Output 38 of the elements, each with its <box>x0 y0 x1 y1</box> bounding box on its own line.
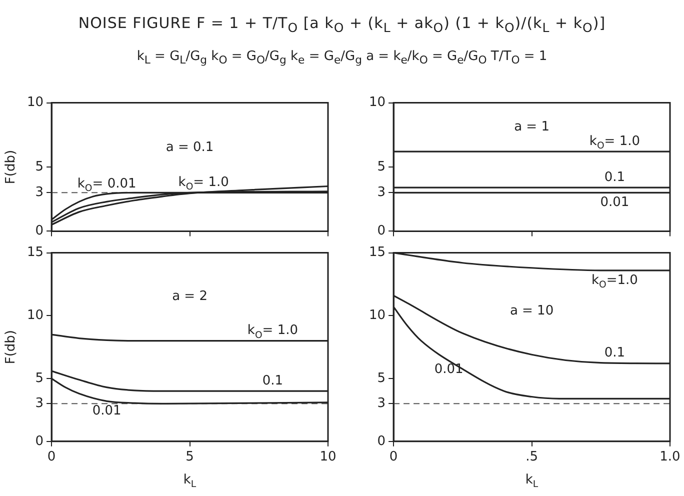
x-tick-label: 0 <box>47 450 56 465</box>
y-tick-label: 5 <box>377 370 386 386</box>
y-tick-label: 15 <box>368 245 386 260</box>
x-tick-label: 0 <box>389 450 398 465</box>
y-tick-label: 15 <box>26 245 44 260</box>
series-label: 0.1 <box>604 345 626 360</box>
y-tick-label: 3 <box>35 396 44 412</box>
annotation: a = 0.1 <box>166 140 214 156</box>
y-tick-label: 10 <box>368 308 386 324</box>
annotation: a = 10 <box>510 304 554 319</box>
y-axis-title: F(db) <box>3 150 18 184</box>
y-tick-label: 10 <box>26 308 44 324</box>
y-tick-label: 0 <box>377 224 386 239</box>
y-tick-label: 5 <box>35 159 44 174</box>
y-tick-label: 10 <box>26 95 44 110</box>
y-tick-label: 3 <box>377 185 386 200</box>
series-label: 0.1 <box>262 373 284 388</box>
series-label: 0.1 <box>604 170 626 185</box>
y-tick-label: 0 <box>377 434 386 449</box>
y-tick-label: 3 <box>35 185 44 200</box>
series-label: 0.01 <box>600 195 630 210</box>
text: k$_{L}$ = G$_{L}$/G$_{g}$ k$_{O}$ = G$_{O}$/G$_{g}$ k$_{e}$ = G$_{e}$/G$_{g}$ a = k$_{e}$/k$_{O}$ = G$_{e}$/G$_{O}$ T/T$_{O}$ = 1 <box>136 49 548 67</box>
y-tick-label: 0 <box>35 224 44 239</box>
chart-title: NOISE FIGURE F = 1 + T/T$_{O}$ [a k$_{O}$ + (k$_{L}$ + ak$_{O}$) (1 + k$_{O}$)/(k$_{L}$ + k$_{O}$)] <box>78 14 606 35</box>
y-tick-label: 0 <box>35 434 44 449</box>
annotation: a = 2 <box>172 289 208 304</box>
series-label: 0.01 <box>434 362 464 378</box>
y-axis-title: F(db) <box>3 330 18 364</box>
x-tick-label: 10 <box>320 450 336 465</box>
x-tick-label: .5 <box>526 450 538 465</box>
y-tick-label: 5 <box>35 370 44 386</box>
x-tick-label: 1.0 <box>660 450 680 465</box>
series-label: 0.01 <box>92 404 122 419</box>
annotation: a = 1 <box>514 120 550 135</box>
y-tick-label: 3 <box>377 396 386 412</box>
x-tick-label: 5 <box>186 450 194 465</box>
y-tick-label: 10 <box>368 95 386 110</box>
y-tick-label: 5 <box>377 159 386 174</box>
